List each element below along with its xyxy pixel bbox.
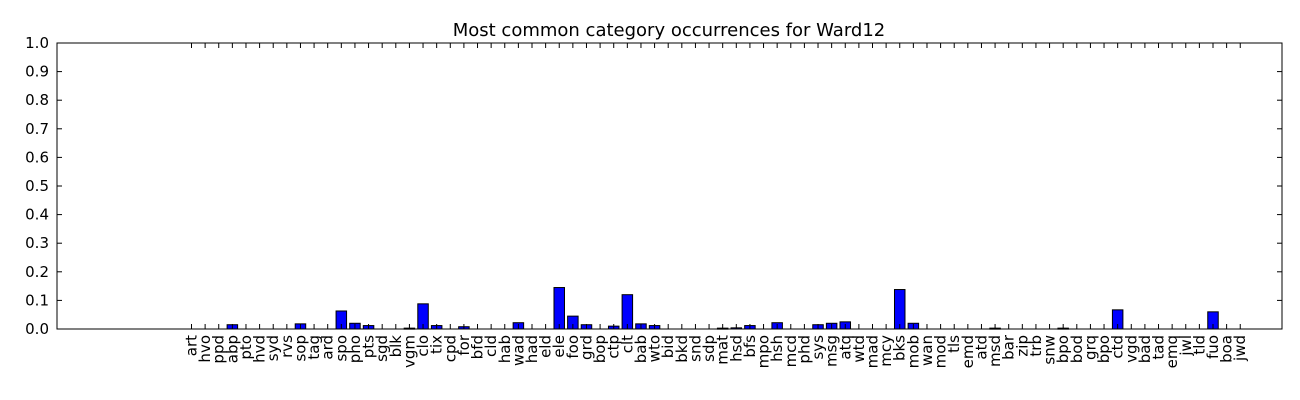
x-tick-label: bkd	[673, 335, 691, 363]
x-tick-label: sys	[809, 335, 827, 360]
x-tick-label: mod	[932, 335, 950, 368]
y-tick-label: 0.4	[25, 206, 49, 224]
x-tick-label: boa	[1218, 335, 1236, 363]
x-tick-label: hsh	[768, 335, 786, 362]
x-tick-label: bpo	[1095, 335, 1113, 363]
x-tick-label: msg	[823, 335, 841, 367]
x-tick-label: bab	[632, 335, 650, 363]
x-tick-label: wan	[918, 335, 936, 366]
x-tick-label: mpo	[755, 335, 773, 368]
x-tick-label: bar	[1000, 334, 1018, 360]
y-axis: 0.0 0.1 0.2 0.3 0.4 0.5 0.6 0.7 0.8 0.9 1.0	[25, 34, 1282, 338]
bar-ele	[553, 287, 565, 330]
x-tick-label: zip	[1013, 335, 1031, 357]
y-tick-label: 0.7	[25, 120, 49, 138]
x-tick-label: hvd	[251, 335, 269, 363]
x-tick-label: bod	[1068, 335, 1086, 363]
x-tick-label: fuo	[1204, 335, 1222, 359]
x-axis: arthvoppdabpptohvdsydrvssoptagardspophop…	[183, 43, 1249, 368]
x-tick-label: bad	[1136, 335, 1154, 363]
x-tick-label: cpd	[441, 335, 459, 362]
x-tick-label: grd	[577, 335, 595, 360]
x-tick-label: bop	[591, 335, 609, 363]
x-tick-label: syd	[264, 335, 282, 361]
x-tick-label: snd	[686, 335, 704, 362]
bar-bks	[893, 289, 906, 330]
x-tick-label: mob	[904, 335, 922, 368]
x-tick-label: rvs	[278, 335, 296, 358]
x-tick-label: emq	[1163, 335, 1181, 368]
bar-clt	[621, 294, 634, 330]
y-tick-label: 0.3	[25, 234, 49, 252]
chart-title: Most common category occurrences for War…	[453, 20, 886, 41]
x-tick-label: emd	[959, 335, 977, 368]
x-tick-label: sdp	[700, 335, 718, 362]
x-tick-label: phd	[795, 335, 813, 364]
x-tick-label: blk	[387, 335, 405, 358]
x-tick-label: pto	[237, 335, 255, 360]
bars-group	[226, 287, 1219, 330]
x-tick-label: mcd	[782, 335, 800, 367]
x-tick-label: hab	[496, 335, 514, 363]
x-tick-label: bid	[659, 335, 677, 358]
x-tick-label: sop	[291, 335, 309, 362]
x-tick-label: bfs	[741, 335, 759, 358]
x-tick-label: vgd	[1122, 335, 1140, 363]
y-tick-label: 0.1	[25, 291, 49, 309]
x-tick-label: for	[455, 334, 473, 355]
x-tick-label: wad	[509, 335, 527, 366]
x-tick-label: bpo	[1054, 335, 1072, 363]
x-tick-label: mad	[864, 335, 882, 368]
x-tick-label: atd	[972, 335, 990, 360]
x-tick-label: tad	[1150, 335, 1168, 360]
x-tick-label: mcy	[877, 335, 895, 367]
x-tick-label: tld	[1190, 335, 1208, 355]
x-tick-label: tag	[305, 335, 323, 360]
y-tick-label: 0.0	[25, 320, 49, 338]
x-tick-label: pts	[360, 335, 378, 358]
x-tick-label: ard	[319, 335, 337, 360]
x-tick-label: tls	[945, 335, 963, 353]
y-tick-label: 0.6	[25, 148, 49, 166]
x-tick-label: jwl	[1177, 335, 1195, 357]
x-tick-label: clo	[414, 335, 432, 357]
x-tick-label: hvo	[196, 335, 214, 363]
x-tick-label: tix	[428, 335, 446, 354]
x-tick-label: wtd	[850, 335, 868, 363]
x-tick-label: ctd	[1109, 335, 1127, 359]
x-tick-label: trb	[1027, 335, 1045, 357]
x-tick-label: jwd	[1231, 335, 1249, 362]
y-tick-label: 1.0	[25, 34, 49, 52]
x-tick-label: had	[523, 335, 541, 363]
x-tick-label: eld	[537, 335, 555, 358]
x-tick-label: foo	[564, 335, 582, 359]
x-tick-label: snw	[1041, 335, 1059, 365]
x-tick-label: ctp	[605, 335, 623, 359]
x-tick-label: spo	[332, 335, 350, 362]
x-tick-label: atq	[836, 335, 854, 360]
y-tick-label: 0.2	[25, 263, 49, 281]
plot-frame	[56, 42, 1283, 330]
x-tick-label: abp	[223, 335, 241, 363]
x-tick-label: ppd	[210, 335, 228, 364]
x-tick-label: clt	[618, 335, 636, 353]
x-tick-label: sgd	[373, 335, 391, 362]
y-tick-label: 0.9	[25, 63, 49, 81]
x-tick-label: vgm	[400, 335, 418, 368]
x-tick-label: hsd	[727, 335, 745, 362]
x-tick-label: pho	[346, 335, 364, 363]
x-tick-label: grq	[1081, 335, 1099, 360]
x-tick-label: bks	[891, 335, 909, 361]
y-tick-label: 0.5	[25, 177, 49, 195]
x-tick-label: ele	[550, 335, 568, 358]
x-tick-label: cld	[482, 335, 500, 357]
x-tick-label: art	[183, 335, 201, 356]
x-tick-label: mat	[714, 335, 732, 365]
x-tick-label: bfd	[469, 335, 487, 359]
x-tick-label: wto	[646, 335, 664, 362]
y-tick-label: 0.8	[25, 91, 49, 109]
x-tick-label: msd	[986, 335, 1004, 367]
